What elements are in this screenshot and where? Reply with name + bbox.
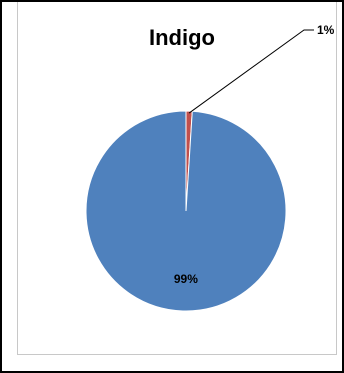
plot-area-border: [17, 2, 337, 355]
chart-title: Indigo: [149, 25, 215, 50]
pie-slice-99pct: [85, 110, 287, 312]
data-label-large-slice: 99%: [174, 272, 198, 286]
data-label-small-slice: 1%: [317, 23, 335, 37]
leader-line: [188, 29, 314, 114]
